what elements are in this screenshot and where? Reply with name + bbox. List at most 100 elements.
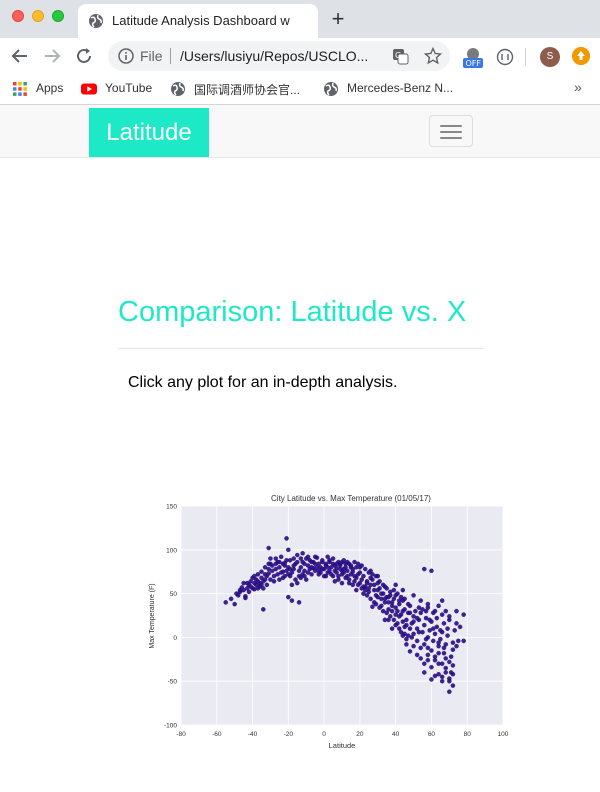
data-point xyxy=(377,579,382,584)
browser-tab[interactable]: Latitude Analysis Dashboard w xyxy=(78,4,318,38)
x-tick-label: 40 xyxy=(392,731,400,738)
y-tick-label: 150 xyxy=(166,504,177,511)
address-bar[interactable]: File /Users/lusiyu/Repos/USCLO... G xyxy=(108,41,450,71)
data-point xyxy=(295,580,300,586)
data-point xyxy=(352,579,357,584)
data-point xyxy=(355,561,361,567)
data-point xyxy=(286,547,291,553)
data-point xyxy=(395,608,400,614)
bookmark-star-icon[interactable] xyxy=(424,47,442,65)
bookmark-bartender-association[interactable]: 国际调酒师协会官... xyxy=(170,80,310,98)
data-point xyxy=(425,605,431,610)
data-point xyxy=(284,536,289,541)
data-point xyxy=(320,558,325,563)
data-point xyxy=(450,647,456,652)
tab-title: Latitude Analysis Dashboard w xyxy=(112,13,290,28)
data-point xyxy=(300,551,305,556)
data-point xyxy=(248,579,254,584)
data-point xyxy=(411,643,416,649)
data-point xyxy=(422,566,427,572)
navbar-brand[interactable]: Latitude xyxy=(89,108,209,157)
svg-text:G: G xyxy=(395,51,401,60)
url-text[interactable]: /Users/lusiyu/Repos/USCLO... xyxy=(180,48,369,64)
navbar-toggle-button[interactable] xyxy=(429,115,473,147)
data-point xyxy=(438,628,443,633)
data-point xyxy=(323,561,329,567)
data-point xyxy=(348,563,354,568)
data-point xyxy=(305,554,311,560)
data-point xyxy=(252,580,257,586)
back-arrow-icon[interactable] xyxy=(9,45,31,67)
bookmark-label: Mercedes-Benz N... xyxy=(347,81,454,95)
data-point xyxy=(320,566,325,572)
data-point xyxy=(305,563,311,568)
data-point xyxy=(384,610,389,616)
data-point xyxy=(456,638,461,644)
update-arrow-icon[interactable] xyxy=(572,47,590,65)
extension-icon[interactable] xyxy=(496,48,514,66)
bookmark-apps[interactable]: Apps xyxy=(12,80,72,98)
extension-off-icon[interactable]: OFF xyxy=(462,47,484,69)
data-point xyxy=(302,568,307,574)
bookmark-youtube[interactable]: YouTube xyxy=(81,80,161,98)
data-point xyxy=(375,587,381,593)
bookmark-label: YouTube xyxy=(105,81,153,95)
data-point xyxy=(382,596,388,602)
site-navbar: Latitude xyxy=(0,105,600,158)
data-point xyxy=(287,573,293,579)
close-window-button[interactable] xyxy=(12,10,24,22)
new-tab-button[interactable]: + xyxy=(331,6,345,31)
data-point xyxy=(312,568,318,574)
data-point xyxy=(389,600,395,605)
data-point xyxy=(273,566,279,572)
bookmarks-overflow-chevron[interactable]: » xyxy=(574,79,582,95)
data-point xyxy=(336,577,341,582)
data-point xyxy=(423,615,429,621)
data-point xyxy=(255,579,261,584)
data-point xyxy=(405,601,411,607)
data-point xyxy=(359,563,364,568)
data-point xyxy=(366,570,372,575)
profile-avatar[interactable]: S xyxy=(540,47,560,67)
data-point xyxy=(291,556,296,561)
data-point xyxy=(371,582,377,588)
forward-arrow-icon[interactable] xyxy=(41,45,63,67)
data-point xyxy=(389,608,395,614)
data-point xyxy=(425,645,431,651)
data-point xyxy=(411,614,416,619)
globe-icon xyxy=(89,14,103,28)
data-point xyxy=(337,566,343,572)
url-separator xyxy=(170,48,171,64)
data-point xyxy=(420,607,425,612)
data-point xyxy=(389,626,395,631)
data-point xyxy=(400,587,406,593)
data-point xyxy=(439,661,445,666)
info-icon[interactable] xyxy=(118,48,134,64)
x-tick-label: -20 xyxy=(284,731,294,738)
data-point xyxy=(325,565,330,570)
data-point xyxy=(298,565,304,570)
data-point xyxy=(418,598,423,603)
data-point xyxy=(373,573,379,579)
bookmark-mercedes-benz[interactable]: Mercedes-Benz N... xyxy=(323,80,473,98)
maximize-window-button[interactable] xyxy=(52,10,64,22)
data-point xyxy=(363,587,368,593)
data-point xyxy=(277,577,282,582)
minimize-window-button[interactable] xyxy=(32,10,44,22)
chart-title: City Latitude vs. Max Temperature (01/05… xyxy=(271,494,431,503)
data-point xyxy=(452,628,457,633)
reload-icon[interactable] xyxy=(73,45,95,67)
data-point xyxy=(391,587,397,593)
latitude-temperature-scatter-chart[interactable]: City Latitude vs. Max Temperature (01/05… xyxy=(140,488,520,758)
x-tick-label: 80 xyxy=(464,731,472,738)
data-point xyxy=(425,652,431,658)
translate-icon[interactable]: G xyxy=(392,48,409,65)
data-point xyxy=(295,559,300,565)
data-point xyxy=(457,624,463,630)
x-tick-label: -80 xyxy=(176,731,186,738)
x-tick-label: 100 xyxy=(498,731,509,738)
data-point xyxy=(438,636,443,642)
data-point xyxy=(370,572,375,577)
data-point xyxy=(434,624,440,630)
data-point xyxy=(275,572,280,577)
